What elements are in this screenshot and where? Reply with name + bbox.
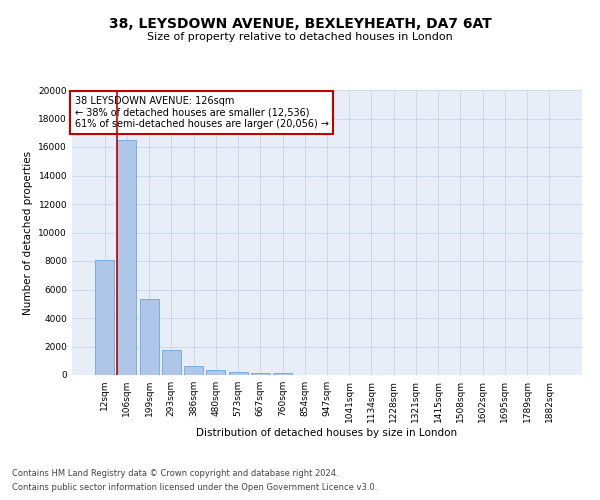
Text: 38 LEYSDOWN AVENUE: 126sqm
← 38% of detached houses are smaller (12,536)
61% of : 38 LEYSDOWN AVENUE: 126sqm ← 38% of deta… <box>74 96 329 129</box>
Text: Size of property relative to detached houses in London: Size of property relative to detached ho… <box>147 32 453 42</box>
Bar <box>206 370 225 375</box>
Bar <box>184 366 203 375</box>
Bar <box>229 372 248 375</box>
Bar <box>95 260 114 375</box>
Bar <box>251 373 270 375</box>
Bar <box>140 300 158 375</box>
Bar <box>162 350 181 375</box>
Text: Contains public sector information licensed under the Open Government Licence v3: Contains public sector information licen… <box>12 484 377 492</box>
X-axis label: Distribution of detached houses by size in London: Distribution of detached houses by size … <box>196 428 458 438</box>
Bar <box>118 140 136 375</box>
Y-axis label: Number of detached properties: Number of detached properties <box>23 150 33 314</box>
Text: 38, LEYSDOWN AVENUE, BEXLEYHEATH, DA7 6AT: 38, LEYSDOWN AVENUE, BEXLEYHEATH, DA7 6A… <box>109 18 491 32</box>
Text: Contains HM Land Registry data © Crown copyright and database right 2024.: Contains HM Land Registry data © Crown c… <box>12 468 338 477</box>
Bar <box>273 373 292 375</box>
